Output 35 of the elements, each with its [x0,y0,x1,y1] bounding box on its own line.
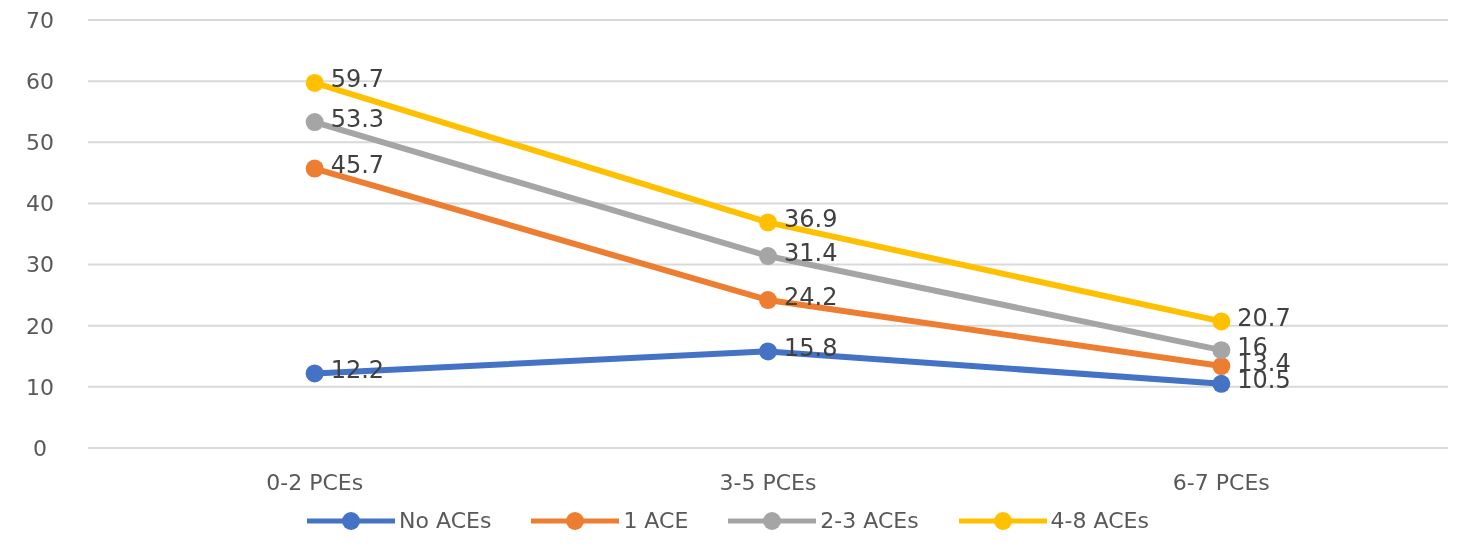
x-tick-label: 6-7 PCEs [1172,469,1270,495]
point [759,291,777,310]
point [759,247,777,266]
point [1212,357,1231,376]
point [1212,312,1231,331]
y-tick-label: 60 [26,68,54,94]
data-label: 36.9 [784,204,838,233]
data-label: 59.7 [330,65,385,94]
legend-label: 1 ACE [623,508,689,533]
data-label: 45.7 [330,151,385,180]
point [305,73,324,92]
y-tick-label: 30 [26,252,54,278]
data-label: 20.7 [1237,303,1291,332]
y-tick-label: 50 [26,130,54,156]
y-tick-label: 0 [33,435,47,461]
point [759,213,777,232]
x-tick-label: 0-2 PCEs [266,469,364,495]
legend-label: 2-3 ACEs [820,508,919,533]
y-tick-label: 20 [26,313,54,339]
data-label: 53.3 [330,104,385,133]
point [1212,374,1231,393]
point [305,159,324,178]
point [1212,341,1231,360]
point [305,364,324,383]
point [305,113,324,132]
legend-label: 4-8 ACEs [1050,508,1149,533]
y-tick-label: 70 [26,7,54,33]
point [759,342,777,361]
y-tick-label: 40 [26,191,54,217]
legend-label: No ACEs [399,508,492,533]
data-label: 24.2 [784,282,838,311]
x-tick-label: 3-5 PCEs [719,469,817,495]
y-tick-label: 10 [26,374,54,400]
data-label: 31.4 [784,238,838,267]
data-label: 12.2 [330,355,385,384]
